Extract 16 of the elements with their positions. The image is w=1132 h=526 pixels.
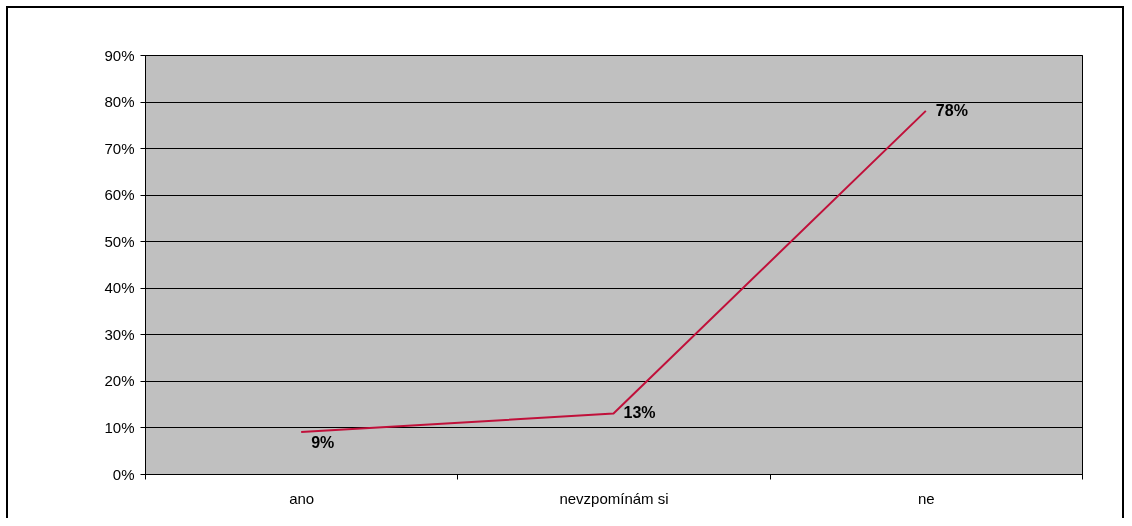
y-tick-label: 60% [104, 186, 135, 204]
x-tick-label: ano [289, 489, 315, 507]
y-tick-label: 40% [104, 279, 135, 297]
y-tick-label: 10% [104, 418, 135, 436]
y-tick-label: 90% [104, 46, 135, 64]
y-tick-label: 80% [104, 93, 135, 111]
y-tick-label: 30% [104, 325, 135, 343]
y-tick-label: 50% [104, 232, 135, 250]
y-tick-label: 20% [104, 372, 135, 390]
data-label: 9% [311, 434, 335, 452]
data-label: 13% [623, 404, 656, 422]
data-label: 78% [935, 101, 968, 119]
y-tick-label: 0% [112, 465, 135, 483]
y-tick-label: 70% [104, 139, 135, 157]
x-tick-label: ne [917, 489, 935, 507]
x-tick-label: nevzpomínám si [559, 489, 669, 507]
